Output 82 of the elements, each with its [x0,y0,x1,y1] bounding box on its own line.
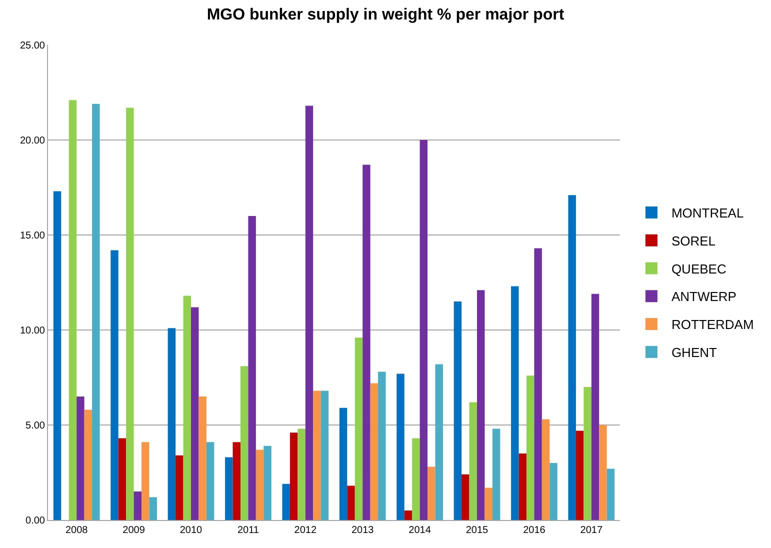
x-tick-label: 2009 [122,525,146,536]
x-tick-label: 2012 [294,525,317,536]
x-tick-label: 2014 [408,525,432,536]
bar [264,446,272,520]
bar [339,408,348,520]
bar [168,328,176,520]
y-tick-label: 10.00 [20,326,46,336]
x-tick-label: 2013 [351,525,374,536]
bar [542,419,550,520]
legend-label: ANTWERP [671,289,736,304]
bar [68,100,77,520]
bar [378,372,386,520]
bar [110,250,118,520]
bar [484,488,492,520]
bar [225,457,233,520]
bar [420,140,428,520]
bar [84,410,92,520]
bar [469,402,477,520]
bar [256,450,264,520]
x-tick-label: 2017 [580,525,603,536]
bar [126,108,134,520]
bar [435,364,443,520]
bar [518,454,526,520]
bar [599,425,607,520]
bar [206,442,214,520]
bar [396,374,404,520]
bar [576,430,584,520]
bar [347,486,355,520]
x-tick-label: 2010 [180,525,203,536]
bar [53,191,62,520]
bar [511,286,519,520]
bar [298,428,306,520]
x-tick-label: 2016 [523,525,546,536]
y-tick-label: 25.00 [20,40,46,52]
bar [282,484,290,520]
bar [92,104,100,520]
bar [462,474,470,520]
bar [591,294,600,520]
y-tick-label: 0.00 [26,516,46,526]
bar [240,366,248,520]
bar [176,455,184,520]
bar [370,383,378,520]
bar [183,296,191,520]
bar [584,387,592,520]
bar [526,376,534,520]
bar [149,497,157,520]
legend-label: SOREL [671,233,716,248]
bar [320,390,329,520]
bar [492,428,500,520]
bar [191,307,199,520]
y-tick-label: 15.00 [20,230,46,242]
bar [232,442,240,520]
bar [454,302,462,520]
bar [76,396,84,520]
bar [290,432,298,520]
bar [606,468,615,520]
legend-label: QUEBEC [671,261,726,276]
bar [134,492,142,520]
y-tick-label: 20.00 [20,136,46,146]
bar [118,438,126,520]
legend-label: MONTREAL [671,206,744,221]
y-tick-label: 5.00 [26,420,46,432]
bar [534,248,542,520]
bar [404,510,412,520]
legend-label: GHENT [671,345,717,360]
bar [313,390,321,520]
bar [305,106,314,520]
bar [142,442,150,520]
legend-label: ROTTERDAM [671,317,754,332]
bar [568,195,576,520]
bar [198,396,206,520]
bar [248,216,256,520]
bar [428,466,436,520]
bar [477,290,485,520]
x-tick-label: 2008 [65,525,88,536]
bar [362,164,370,520]
x-tick-label: 2015 [466,525,489,536]
bar [412,438,420,520]
x-tick-label: 2011 [237,525,260,536]
bar [354,338,363,520]
chart-title: MGO bunker supply in weight % per major port [206,6,565,24]
bar [550,463,558,520]
